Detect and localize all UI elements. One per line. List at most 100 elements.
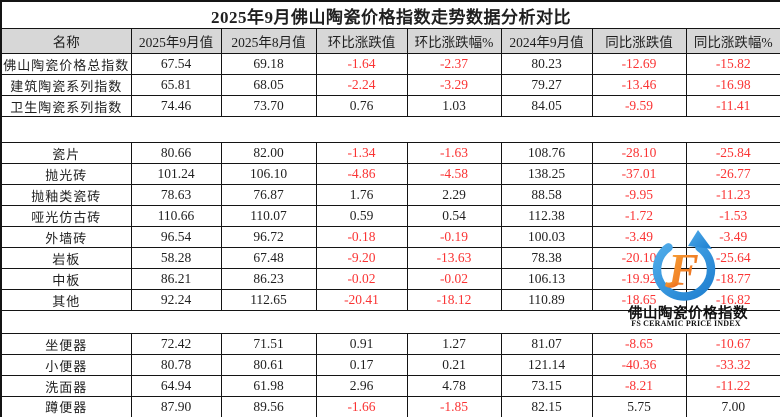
value-cell: 73.70 <box>220 95 317 117</box>
value-cell: -0.02 <box>315 268 408 290</box>
table-row: 建筑陶瓷系列指数 65.81 68.05 -2.24 -3.29 79.27 -13.46-… <box>0 74 780 96</box>
table-row: 外墙砖 96.54 96.72 -0.18 -0.19 100.03 -3.49 -3.49 <box>0 226 780 248</box>
value-cell: 80.66 <box>130 142 222 164</box>
value-cell: 86.23 <box>220 268 317 290</box>
value-cell: -9.59 <box>591 95 687 117</box>
value-cell: 96.72 <box>220 226 317 248</box>
value-cell: 1.76 <box>315 184 408 206</box>
value-cell: -0.02 <box>406 268 502 290</box>
column-header: 2025年8月值 <box>220 28 317 54</box>
value-cell: 69.18 <box>220 53 317 75</box>
value-cell: 110.66 <box>130 205 222 227</box>
table-row: 卫生陶瓷系列指数 74.46 73.70 0.76 1.03 84.05 -9.59 -11.… <box>0 95 780 117</box>
value-cell: -11.23 <box>685 184 780 206</box>
value-cell: 106.10 <box>220 163 317 185</box>
column-header: 名称 <box>0 28 132 54</box>
row-name-cell: 哑光仿古砖 <box>0 205 132 227</box>
row-name-cell: 佛山陶瓷价格总指数 <box>0 53 132 75</box>
value-cell: 112.38 <box>500 205 593 227</box>
table-row: 岩板 58.28 67.48 -9.20 -13.63 78.38 -20.10 -25.64 <box>0 247 780 269</box>
value-cell: 78.38 <box>500 247 593 269</box>
row-name-cell: 抛光砖 <box>0 163 132 185</box>
column-header: 2024年9月值 <box>500 28 593 54</box>
value-cell: -1.63 <box>406 142 502 164</box>
value-cell: -10.67 <box>685 333 780 355</box>
value-cell: -8.21 <box>591 375 687 397</box>
value-cell: -0.18 <box>315 226 408 248</box>
table-row: 坐便器 72.42 71.51 0.91 1.27 81.07 -8.65 -10.67 <box>0 333 780 355</box>
table-row: 哑光仿古砖 110.66 110.07 0.59 0.54 112.38 -1.72 -1.5… <box>0 205 780 227</box>
value-cell: 76.87 <box>220 184 317 206</box>
table-row: 瓷片 80.66 82.00 -1.34 -1.63 108.76 -28.10 -25.84 <box>0 142 780 164</box>
value-cell: 65.81 <box>130 74 222 96</box>
table-row: 中板 86.21 86.23 -0.02 -0.02 106.13 -19.92 -18.77 <box>0 268 780 290</box>
value-cell: 64.94 <box>130 375 222 397</box>
row-name-cell: 瓷片 <box>0 142 132 164</box>
column-header: 环比涨跌值 <box>315 28 408 54</box>
value-cell: 108.76 <box>500 142 593 164</box>
value-cell: 1.03 <box>406 95 502 117</box>
value-cell: -13.63 <box>406 247 502 269</box>
header-row: 名称 2025年9月值 2025年8月值 环比涨跌值 环比涨跌幅% 2024年9月值 同比涨… <box>0 28 780 54</box>
value-cell: -26.77 <box>685 163 780 185</box>
value-cell: 100.03 <box>500 226 593 248</box>
value-cell: 4.78 <box>406 375 502 397</box>
value-cell: 80.23 <box>500 53 593 75</box>
row-name-cell: 蹲便器 <box>0 396 132 417</box>
value-cell: -40.36 <box>591 354 687 376</box>
row-name-cell: 卫生陶瓷系列指数 <box>0 95 132 117</box>
value-cell: -4.58 <box>406 163 502 185</box>
value-cell: -1.64 <box>315 53 408 75</box>
spacer-row <box>1 310 780 334</box>
value-cell: -1.85 <box>406 396 502 417</box>
value-cell: 79.27 <box>500 74 593 96</box>
value-cell: 110.07 <box>220 205 317 227</box>
value-cell: 88.58 <box>500 184 593 206</box>
value-cell: -28.10 <box>591 142 687 164</box>
value-cell: 71.51 <box>220 333 317 355</box>
value-cell: 0.91 <box>315 333 408 355</box>
value-cell: 1.27 <box>406 333 502 355</box>
value-cell: -0.19 <box>406 226 502 248</box>
row-name-cell: 建筑陶瓷系列指数 <box>0 74 132 96</box>
value-cell: 110.89 <box>500 289 593 311</box>
value-cell: -18.12 <box>406 289 502 311</box>
value-cell: 121.14 <box>500 354 593 376</box>
row-name-cell: 小便器 <box>0 354 132 376</box>
value-cell: -1.53 <box>685 205 780 227</box>
value-cell: -3.49 <box>591 226 687 248</box>
row-name-cell: 外墙砖 <box>0 226 132 248</box>
value-cell: 86.21 <box>130 268 222 290</box>
watermark-title-cn: 佛山陶瓷价格指数 <box>628 306 748 322</box>
row-name-cell: 坐便器 <box>0 333 132 355</box>
value-cell: 7.00 <box>685 396 780 417</box>
value-cell: 101.24 <box>130 163 222 185</box>
value-cell: 0.76 <box>315 95 408 117</box>
value-cell: -2.37 <box>406 53 502 75</box>
value-cell: -12.69 <box>591 53 687 75</box>
value-cell: 87.90 <box>130 396 222 417</box>
value-cell: 106.13 <box>500 268 593 290</box>
value-cell: 82.15 <box>500 396 593 417</box>
value-cell: 0.21 <box>406 354 502 376</box>
column-header: 环比涨跌幅% <box>406 28 502 54</box>
value-cell: 92.24 <box>130 289 222 311</box>
value-cell: 80.78 <box>130 354 222 376</box>
value-cell: -15.82 <box>685 53 780 75</box>
value-cell: -25.84 <box>685 142 780 164</box>
value-cell: 2.29 <box>406 184 502 206</box>
row-name-cell: 岩板 <box>0 247 132 269</box>
row-name-cell: 洗面器 <box>0 375 132 397</box>
value-cell: 80.61 <box>220 354 317 376</box>
spacer-cell <box>1 310 780 334</box>
value-cell: -9.20 <box>315 247 408 269</box>
value-cell: 0.17 <box>315 354 408 376</box>
table-row: 佛山陶瓷价格总指数 67.54 69.18 -1.64 -2.37 80.23 -12.69… <box>0 53 780 75</box>
value-cell: 0.59 <box>315 205 408 227</box>
value-cell: -20.41 <box>315 289 408 311</box>
table-row: 小便器 80.78 80.61 0.17 0.21 121.14 -40.36 -33.32 <box>0 354 780 376</box>
value-cell: 78.63 <box>130 184 222 206</box>
value-cell: 84.05 <box>500 95 593 117</box>
value-cell: -1.66 <box>315 396 408 417</box>
